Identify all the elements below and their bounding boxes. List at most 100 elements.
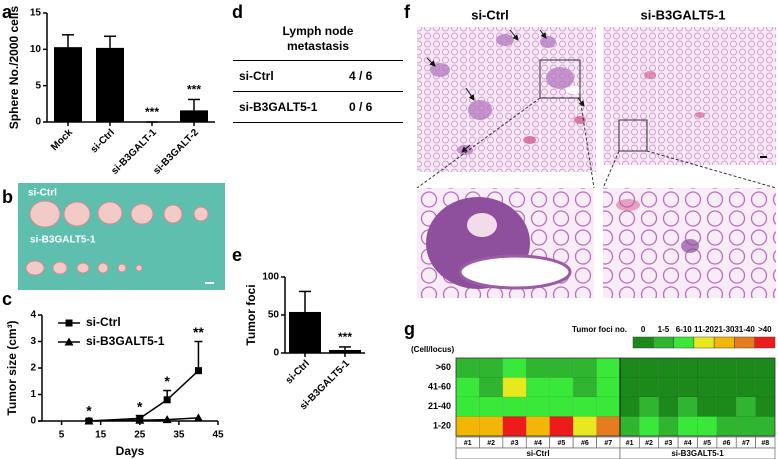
heatmap-cell [502,377,527,398]
panel-letter: c [2,289,12,309]
legend-swatch [734,336,755,349]
x-tick-label: 45 [212,430,224,441]
tumor-photo: si-Ctrl si-B3GALT5-1 [18,183,225,290]
legend-label: 11-20 [694,325,715,334]
heatmap-cell [639,377,659,398]
y-tick-label: 4 [30,310,36,321]
heatmap-cell [526,357,550,378]
significance: * [164,373,170,389]
significance: *** [187,83,201,97]
legend-swatch [693,336,715,349]
legend-label: 1-5 [658,325,670,334]
column-label: #6 [723,440,731,447]
table-cell: si-B3GALT5-1 [239,100,318,114]
significance: ** [193,324,204,340]
column-label: #7 [742,440,750,447]
column-label: #1 [464,440,472,447]
legend-label: 21-30 [714,325,735,334]
legend-title: Tumor foci no. [572,325,627,334]
heatmap-cell [677,396,698,417]
heatmap-cell [455,396,480,417]
heatmap-cell [479,396,504,417]
marker [193,413,203,422]
panel-letter: b [2,187,13,207]
y-axis-label: Tumor size (cm³) [5,320,19,415]
legend-swatch [673,336,695,349]
heatmap-cell [639,357,659,378]
column-label: #6 [581,440,589,447]
marker [64,337,74,346]
heatmap-cell [658,357,679,378]
x-axis-label: Days [116,444,145,458]
panel-letter: e [232,245,242,265]
heatmap-cell [502,416,527,437]
legend-label: 31-40 [734,325,755,334]
y-tick-label: 15 [30,8,42,19]
heatmap-frame [455,357,776,437]
heatmap-cell [755,396,776,417]
legend-swatch [632,336,654,349]
heatmap-cell [619,357,640,378]
heatmap-cell [572,416,597,437]
y-axis-label: Sphere No./2000 cells [7,5,21,129]
heatmap-cell [736,357,756,378]
heatmap-cell [716,396,737,417]
metastasis-table: Lymph node metastasis si-Ctrl 4 / 6 si-B3… [233,24,403,123]
table-cell: 4 / 6 [349,69,373,83]
y-axis-label: Tumor foci [244,284,258,345]
heatmap-cell [755,377,776,398]
table-row: si-B3GALT5-1 0 / 6 [233,92,403,123]
marker [84,416,94,425]
table-row: si-Ctrl 4 / 6 [233,61,403,92]
column-label: #7 [604,440,612,447]
panel-letter: a [2,2,13,22]
heatmap-cell [479,416,504,437]
heatmap-cell [502,357,527,378]
heatmap-cell [755,357,776,378]
panel-letter: f [404,2,411,22]
legend-swatch [653,336,674,349]
heatmap-cell [455,416,480,437]
column-label: #1 [626,440,634,447]
x-tick-label: 15 [95,430,107,441]
row-label: 1-20 [433,421,451,431]
group-label-box [619,447,776,459]
bar [289,311,321,353]
heatmap-cell [697,357,718,378]
y-tick-label: 3 [30,336,36,347]
heatmap-cell [736,396,756,417]
bar [54,47,82,122]
heatmap-cell [596,396,621,417]
marker [65,319,73,327]
y-tick-label: 10 [30,44,42,55]
row-label: 21-40 [428,401,451,411]
heatmap-cell [479,377,504,398]
column-label: #2 [645,440,653,447]
photo-label: si-Ctrl [28,188,57,199]
x-tick-label: si-B3GALT-2 [151,127,201,177]
heatmap-cell [596,377,621,398]
panel-letter: g [404,319,415,339]
y-tick-label: 0 [35,117,41,128]
legend-label: >40 [758,325,772,334]
heatmap-cell [549,357,574,378]
photo-label: si-B3GALT5-1 [30,235,96,246]
marker [194,367,202,375]
heatmap-cell [549,396,574,417]
heatmap-cell [658,416,679,437]
row-label: 41-60 [428,382,451,392]
marker [162,415,172,424]
heatmap-cell [639,416,659,437]
heatmap-cell [572,377,597,398]
legend-label: si-B3GALT5-1 [86,334,165,348]
series-line [88,370,199,422]
x-tick-label: Mock [49,127,75,153]
table-cell: si-Ctrl [239,69,274,83]
heatmap-cell [677,357,698,378]
column-label: #4 [534,440,542,447]
histology: si-Ctrl si-B3GALT5-1 [416,7,777,298]
heatmap-cell [658,377,679,398]
heatmap-cell [619,377,640,398]
